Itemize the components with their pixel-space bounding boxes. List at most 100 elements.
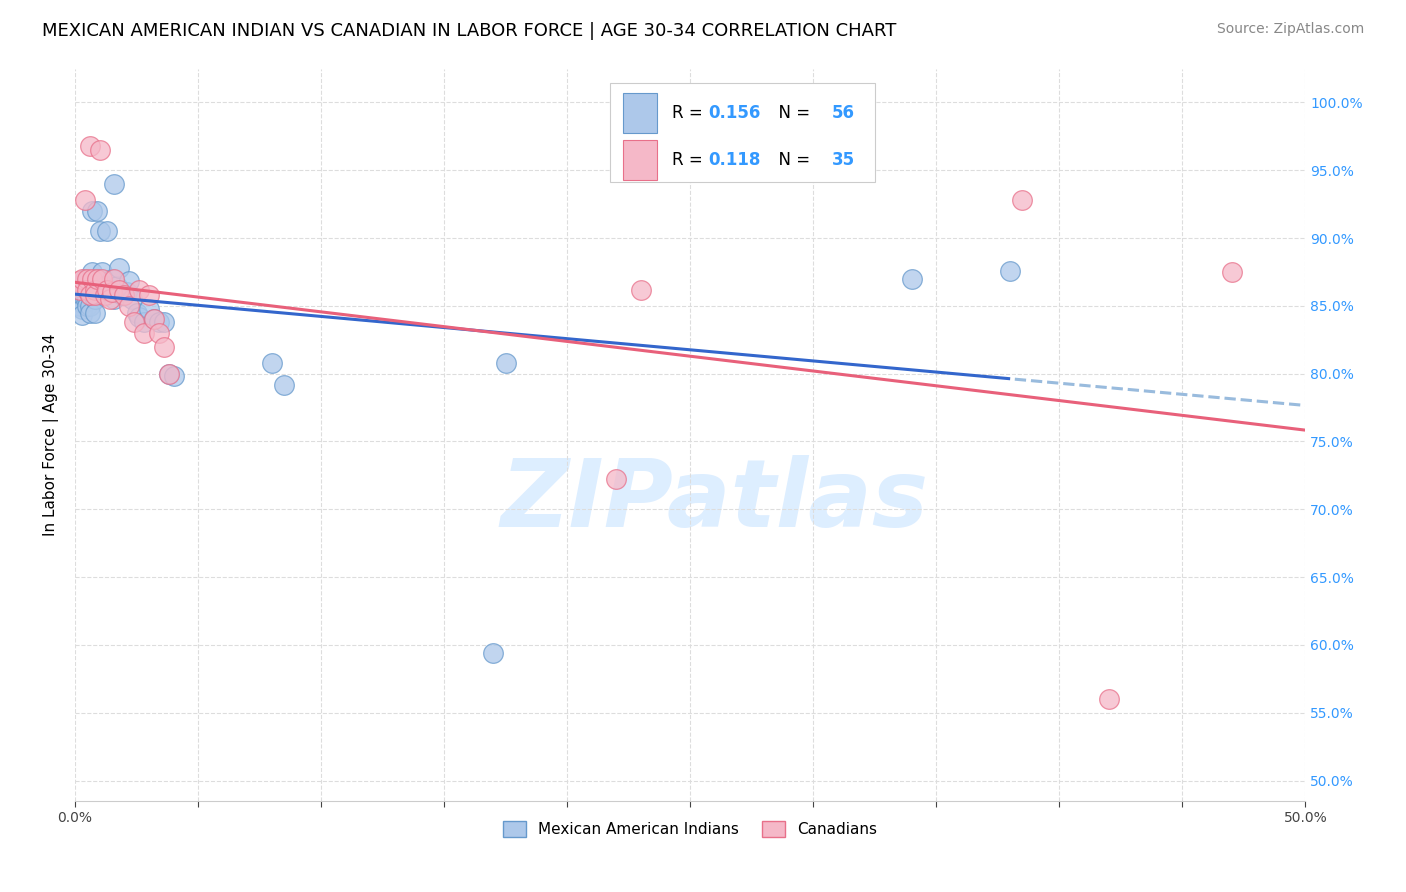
- Mexican American Indians: [105, 278, 128, 293]
- Bar: [610, 83, 875, 182]
- Mexican American Indians: [128, 310, 150, 324]
- Canadians: [69, 283, 91, 297]
- Canadians: [89, 143, 111, 157]
- Mexican American Indians: [152, 315, 174, 329]
- Mexican American Indians: [73, 285, 96, 300]
- Mexican American Indians: [79, 299, 101, 313]
- Mexican American Indians: [82, 265, 104, 279]
- Canadians: [122, 315, 145, 329]
- Canadians: [630, 283, 652, 297]
- Canadians: [142, 312, 165, 326]
- Mexican American Indians: [82, 203, 104, 218]
- Mexican American Indians: [69, 299, 91, 313]
- Mexican American Indians: [73, 271, 96, 285]
- Text: 0.156: 0.156: [709, 103, 761, 122]
- Canadians: [86, 271, 108, 285]
- Mexican American Indians: [79, 305, 101, 319]
- Mexican American Indians: [101, 271, 124, 285]
- Mexican American Indians: [76, 275, 98, 289]
- Canadians: [108, 283, 131, 297]
- Mexican American Indians: [72, 301, 94, 316]
- Mexican American Indians: [83, 292, 105, 306]
- Mexican American Indians: [76, 299, 98, 313]
- Mexican American Indians: [76, 283, 98, 297]
- Text: R =: R =: [672, 103, 707, 122]
- Canadians: [101, 285, 124, 300]
- Mexican American Indians: [76, 292, 98, 306]
- Canadians: [72, 271, 94, 285]
- Mexican American Indians: [96, 224, 118, 238]
- Mexican American Indians: [142, 312, 165, 326]
- Mexican American Indians: [91, 265, 114, 279]
- Mexican American Indians: [86, 203, 108, 218]
- Mexican American Indians: [260, 356, 283, 370]
- Text: 0.118: 0.118: [709, 152, 761, 169]
- Mexican American Indians: [273, 377, 295, 392]
- Text: R =: R =: [672, 152, 707, 169]
- Bar: [623, 93, 657, 133]
- Mexican American Indians: [89, 271, 111, 285]
- Mexican American Indians: [998, 263, 1021, 277]
- Mexican American Indians: [121, 292, 143, 306]
- Canadians: [66, 275, 89, 289]
- Mexican American Indians: [98, 285, 121, 300]
- Mexican American Indians: [108, 260, 131, 275]
- Mexican American Indians: [148, 315, 170, 329]
- Canadians: [128, 283, 150, 297]
- Mexican American Indians: [89, 224, 111, 238]
- Canadians: [157, 367, 180, 381]
- Canadians: [138, 288, 160, 302]
- Mexican American Indians: [495, 356, 517, 370]
- Canadians: [93, 288, 115, 302]
- Canadians: [112, 288, 135, 302]
- Canadians: [82, 271, 104, 285]
- Canadians: [103, 271, 125, 285]
- Canadians: [118, 299, 141, 313]
- Mexican American Indians: [66, 288, 89, 302]
- Canadians: [83, 283, 105, 297]
- Mexican American Indians: [79, 288, 101, 302]
- Canadians: [76, 271, 98, 285]
- Mexican American Indians: [93, 278, 115, 293]
- Canadians: [79, 138, 101, 153]
- Text: N =: N =: [768, 103, 815, 122]
- Mexican American Indians: [112, 288, 135, 302]
- Mexican American Indians: [86, 271, 108, 285]
- Canadians: [79, 288, 101, 302]
- Canadians: [132, 326, 155, 340]
- Text: 56: 56: [832, 103, 855, 122]
- Mexican American Indians: [482, 646, 505, 660]
- Mexican American Indians: [69, 292, 91, 306]
- Canadians: [83, 288, 105, 302]
- Mexican American Indians: [157, 367, 180, 381]
- Canadians: [96, 283, 118, 297]
- Mexican American Indians: [900, 271, 922, 285]
- Canadians: [91, 271, 114, 285]
- Mexican American Indians: [115, 285, 138, 300]
- Mexican American Indians: [72, 296, 94, 310]
- Mexican American Indians: [72, 288, 94, 302]
- Canadians: [605, 473, 627, 487]
- Mexican American Indians: [82, 285, 104, 300]
- Mexican American Indians: [83, 278, 105, 293]
- Mexican American Indians: [125, 305, 148, 319]
- Y-axis label: In Labor Force | Age 30-34: In Labor Force | Age 30-34: [44, 334, 59, 536]
- Text: MEXICAN AMERICAN INDIAN VS CANADIAN IN LABOR FORCE | AGE 30-34 CORRELATION CHART: MEXICAN AMERICAN INDIAN VS CANADIAN IN L…: [42, 22, 897, 40]
- Mexican American Indians: [103, 177, 125, 191]
- Mexican American Indians: [138, 301, 160, 316]
- Mexican American Indians: [118, 275, 141, 289]
- Legend: Mexican American Indians, Canadians: Mexican American Indians, Canadians: [495, 814, 884, 845]
- Canadians: [1097, 692, 1119, 706]
- Canadians: [1220, 265, 1243, 279]
- Text: N =: N =: [768, 152, 815, 169]
- Mexican American Indians: [73, 291, 96, 305]
- Canadians: [1011, 193, 1033, 207]
- Mexican American Indians: [132, 315, 155, 329]
- Canadians: [152, 340, 174, 354]
- Text: Source: ZipAtlas.com: Source: ZipAtlas.com: [1216, 22, 1364, 37]
- Canadians: [148, 326, 170, 340]
- Canadians: [98, 292, 121, 306]
- Text: ZIPatlas: ZIPatlas: [501, 455, 929, 547]
- Mexican American Indians: [103, 292, 125, 306]
- Text: 35: 35: [832, 152, 855, 169]
